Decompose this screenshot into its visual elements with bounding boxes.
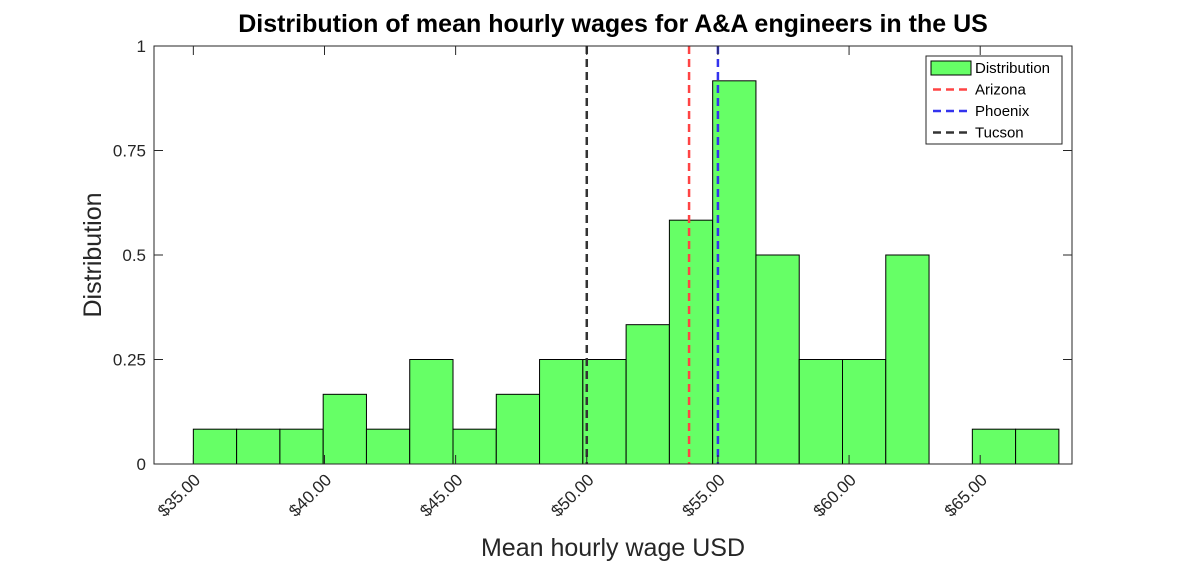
histogram-bar <box>539 359 584 465</box>
y-tick-label: 0.75 <box>113 142 146 161</box>
legend-label: Tucson <box>975 125 1024 142</box>
y-tick-label: 0.5 <box>122 246 146 265</box>
x-tick-label: $40.00 <box>285 470 335 520</box>
x-tick-label: $45.00 <box>416 470 466 520</box>
y-tick-label: 0 <box>137 455 146 474</box>
histogram-bar <box>236 428 281 465</box>
histogram-bar <box>842 359 887 465</box>
reference-lines-group <box>585 46 720 464</box>
y-tick-label: 0.25 <box>113 351 146 370</box>
histogram-bar <box>755 254 800 465</box>
x-tick-label: $55.00 <box>679 470 729 520</box>
legend-swatch <box>930 60 972 76</box>
legend-label: Distribution <box>975 60 1050 77</box>
y-tick-label: 1 <box>137 37 146 56</box>
histogram-bar <box>885 254 930 465</box>
histogram-bar <box>495 393 541 465</box>
chart-title: Distribution of mean hourly wages for A&… <box>238 10 988 38</box>
legend: Distribution Arizona Phoenix Tucson <box>925 55 1063 145</box>
x-axis-label: Mean hourly wage USD <box>481 534 745 562</box>
histogram-bar <box>409 359 454 465</box>
histogram-bar <box>798 359 843 465</box>
legend-label: Arizona <box>975 82 1027 99</box>
histogram-bar <box>712 80 757 465</box>
histogram-bar <box>322 393 367 465</box>
x-tick-label: $50.00 <box>547 470 597 520</box>
histogram-bar <box>279 428 324 465</box>
bars-group <box>192 80 1060 465</box>
x-tick-label: $65.00 <box>941 470 991 520</box>
histogram-bar <box>582 359 627 465</box>
histogram-bar <box>365 428 411 465</box>
y-axis-ticks: 0 0.25 0.5 0.75 1 <box>113 37 1072 474</box>
x-tick-label: $35.00 <box>154 470 204 520</box>
histogram-bar <box>192 428 238 465</box>
y-axis-label: Distribution <box>79 192 107 317</box>
histogram-bar <box>668 219 714 465</box>
histogram-bar <box>625 324 670 465</box>
legend-label: Phoenix <box>975 103 1030 120</box>
histogram-bar <box>452 428 497 465</box>
x-tick-label: $60.00 <box>810 470 860 520</box>
histogram-bar <box>971 428 1017 465</box>
histogram-bar <box>1015 428 1060 465</box>
